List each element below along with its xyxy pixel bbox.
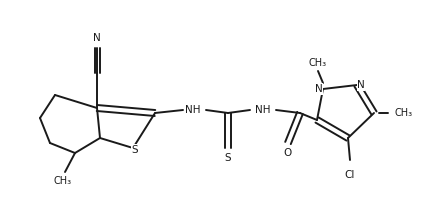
Text: S: S — [225, 153, 232, 163]
Text: CH₃: CH₃ — [309, 58, 327, 68]
Text: NH: NH — [185, 105, 201, 115]
Text: N: N — [315, 84, 323, 94]
Text: N: N — [93, 33, 101, 43]
Text: N: N — [357, 80, 365, 90]
Text: Cl: Cl — [345, 170, 355, 180]
Text: S: S — [132, 145, 138, 155]
Text: NH: NH — [255, 105, 271, 115]
Text: CH₃: CH₃ — [54, 176, 72, 186]
Text: CH₃: CH₃ — [395, 108, 413, 118]
Text: O: O — [284, 148, 292, 158]
